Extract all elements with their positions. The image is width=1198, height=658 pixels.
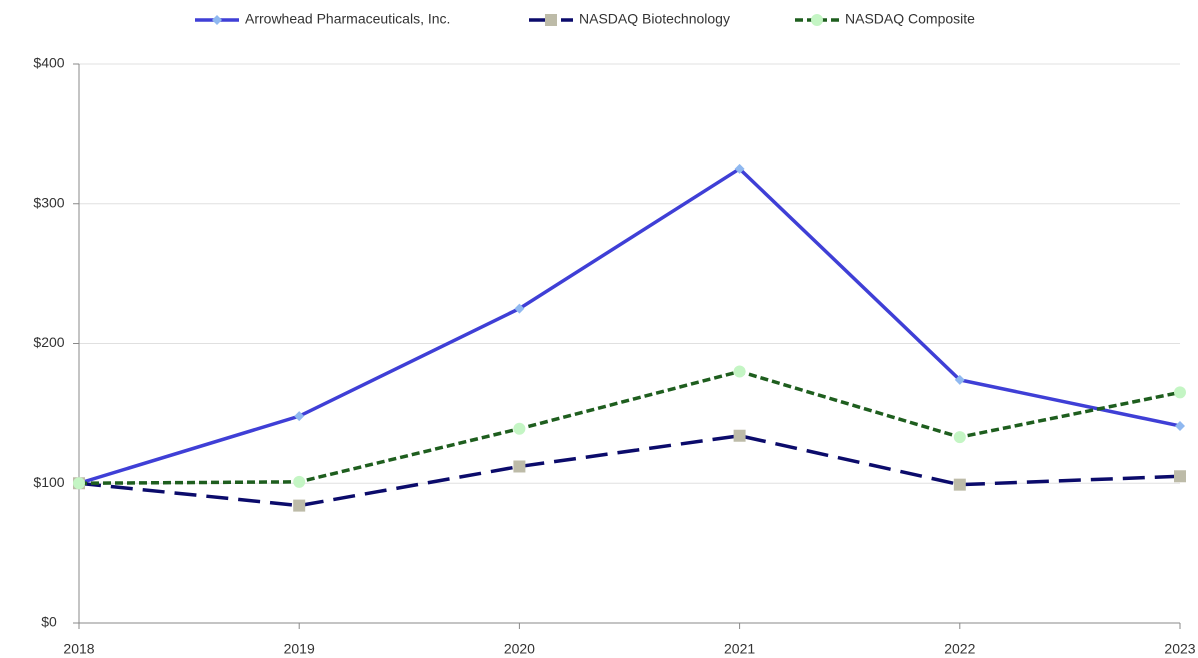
legend-marker — [212, 15, 222, 25]
data-point — [733, 365, 746, 378]
legend-marker — [545, 14, 557, 26]
data-point — [953, 478, 966, 491]
data-point — [73, 477, 85, 490]
x-tick-label: 2018 — [63, 641, 94, 657]
series-line — [78, 166, 1181, 485]
data-point — [294, 411, 305, 422]
x-tick-label: 2019 — [284, 641, 315, 657]
data-point — [954, 374, 965, 385]
data-point — [293, 475, 306, 488]
data-point — [513, 422, 526, 435]
data-point — [733, 429, 746, 442]
y-tick-label: $300 — [33, 194, 64, 210]
legend-label: Arrowhead Pharmaceuticals, Inc. — [245, 11, 450, 27]
legend-marker — [811, 14, 823, 26]
data-point — [1175, 420, 1185, 431]
data-point — [513, 460, 526, 473]
x-tick-label: 2020 — [504, 641, 535, 657]
data-point — [514, 303, 525, 314]
data-point — [293, 499, 306, 512]
legend-label: NASDAQ Composite — [845, 11, 975, 27]
y-tick-label: $400 — [33, 55, 64, 71]
data-point — [953, 431, 966, 444]
x-tick-label: 2022 — [944, 641, 975, 657]
legend-label: NASDAQ Biotechnology — [579, 11, 730, 27]
series-line — [78, 433, 1181, 508]
data-point — [1174, 470, 1186, 483]
data-point — [1174, 386, 1186, 399]
y-tick-label: $100 — [33, 474, 64, 490]
x-tick-label: 2023 — [1164, 641, 1195, 657]
y-tick-label: $0 — [41, 614, 57, 630]
series-line — [78, 369, 1181, 485]
data-point — [734, 163, 745, 174]
x-tick-label: 2021 — [724, 641, 755, 657]
y-tick-label: $200 — [33, 334, 64, 350]
